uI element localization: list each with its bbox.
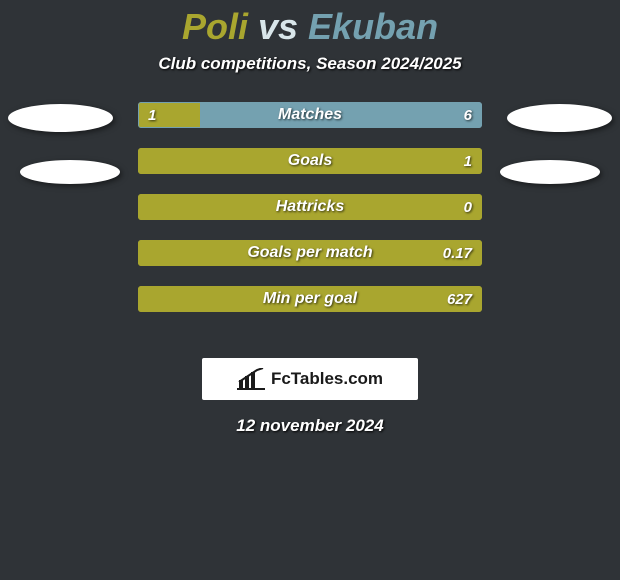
chart-icon	[237, 368, 265, 390]
bar-value-right: 0	[464, 194, 472, 220]
bar-row: Matches1 6	[138, 102, 482, 128]
player2-avatar-small	[500, 160, 600, 184]
player2-avatar-large	[507, 104, 612, 132]
bar-row: Goals per match0.17	[138, 240, 482, 266]
player1-name: Poli	[182, 6, 248, 47]
subtitle: Club competitions, Season 2024/2025	[0, 54, 620, 74]
bar-value-right: 1	[464, 148, 472, 174]
bar-value-right: 6	[464, 102, 472, 128]
bar-row: Min per goal627	[138, 286, 482, 312]
source-logo: FcTables.com	[202, 358, 418, 400]
comparison-chart: Matches16Goals1Hattricks0Goals per match…	[0, 102, 620, 342]
bar-value-left: 1	[148, 102, 156, 128]
source-logo-text: FcTables.com	[271, 369, 383, 389]
player1-avatar-small	[20, 160, 120, 184]
date-label: 12 november 2024	[0, 416, 620, 436]
page-title: Poli vs Ekuban	[0, 0, 620, 48]
bar-row: Hattricks0	[138, 194, 482, 220]
bar-container: Matches16Goals1Hattricks0Goals per match…	[138, 102, 482, 332]
player1-avatar-large	[8, 104, 113, 132]
bar-label: Min per goal	[138, 286, 482, 312]
bar-value-right: 627	[447, 286, 472, 312]
player2-name: Ekuban	[308, 6, 438, 47]
bar-value-right: 0.17	[443, 240, 472, 266]
content-wrapper: Poli vs Ekuban Club competitions, Season…	[0, 0, 620, 436]
bar-label: Hattricks	[138, 194, 482, 220]
vs-separator: vs	[258, 6, 298, 47]
bar-label: Goals	[138, 148, 482, 174]
bar-label: Goals per match	[138, 240, 482, 266]
bar-row: Goals1	[138, 148, 482, 174]
bar-label: Matches	[138, 102, 482, 128]
